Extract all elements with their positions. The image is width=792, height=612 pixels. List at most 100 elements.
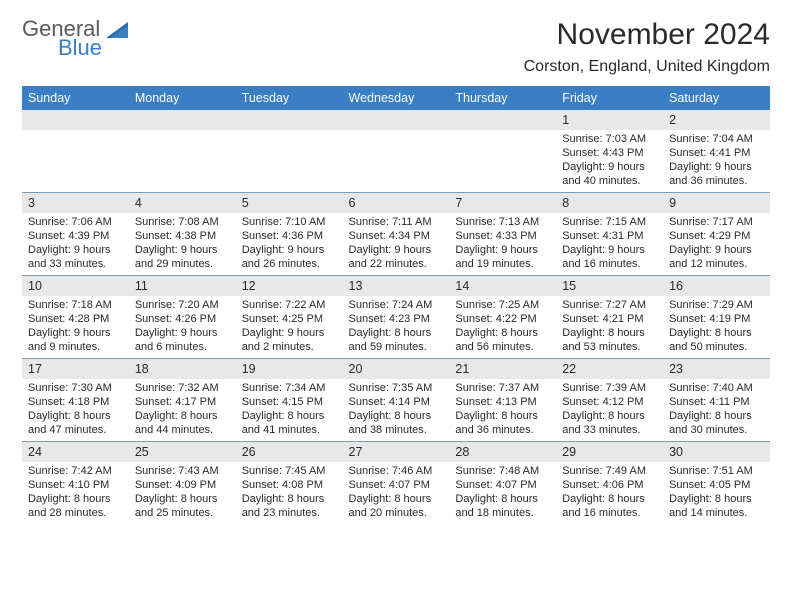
day-number-cell: 13 bbox=[343, 276, 450, 297]
detail-ss: Sunset: 4:12 PM bbox=[562, 395, 657, 409]
detail-d1: Daylight: 9 hours bbox=[135, 326, 230, 340]
daynum-row: 17181920212223 bbox=[22, 359, 770, 380]
detail-d2: and 36 minutes. bbox=[669, 174, 764, 188]
day-detail-cell: Sunrise: 7:18 AMSunset: 4:28 PMDaylight:… bbox=[22, 296, 129, 359]
daynum-row: 10111213141516 bbox=[22, 276, 770, 297]
day-number-cell: 1 bbox=[556, 110, 663, 130]
detail-d2: and 18 minutes. bbox=[455, 506, 550, 520]
detail-sr: Sunrise: 7:51 AM bbox=[669, 464, 764, 478]
col-tuesday: Tuesday bbox=[236, 86, 343, 110]
day-number-cell: 19 bbox=[236, 359, 343, 380]
detail-ss: Sunset: 4:17 PM bbox=[135, 395, 230, 409]
detail-ss: Sunset: 4:10 PM bbox=[28, 478, 123, 492]
col-friday: Friday bbox=[556, 86, 663, 110]
detail-d1: Daylight: 8 hours bbox=[455, 492, 550, 506]
detail-d1: Daylight: 8 hours bbox=[669, 326, 764, 340]
detail-d1: Daylight: 8 hours bbox=[349, 326, 444, 340]
detail-ss: Sunset: 4:07 PM bbox=[349, 478, 444, 492]
detail-d1: Daylight: 8 hours bbox=[28, 492, 123, 506]
detail-d2: and 33 minutes. bbox=[562, 423, 657, 437]
day-detail-cell: Sunrise: 7:46 AMSunset: 4:07 PMDaylight:… bbox=[343, 462, 450, 524]
day-detail-cell: Sunrise: 7:37 AMSunset: 4:13 PMDaylight:… bbox=[449, 379, 556, 442]
detail-d1: Daylight: 9 hours bbox=[562, 243, 657, 257]
detail-ss: Sunset: 4:38 PM bbox=[135, 229, 230, 243]
col-monday: Monday bbox=[129, 86, 236, 110]
day-number-cell bbox=[22, 110, 129, 130]
detail-sr: Sunrise: 7:32 AM bbox=[135, 381, 230, 395]
detail-sr: Sunrise: 7:29 AM bbox=[669, 298, 764, 312]
detail-d2: and 16 minutes. bbox=[562, 506, 657, 520]
detail-ss: Sunset: 4:25 PM bbox=[242, 312, 337, 326]
detail-d2: and 2 minutes. bbox=[242, 340, 337, 354]
detail-d2: and 56 minutes. bbox=[455, 340, 550, 354]
detail-d2: and 20 minutes. bbox=[349, 506, 444, 520]
day-detail-cell: Sunrise: 7:29 AMSunset: 4:19 PMDaylight:… bbox=[663, 296, 770, 359]
detail-sr: Sunrise: 7:48 AM bbox=[455, 464, 550, 478]
detail-ss: Sunset: 4:34 PM bbox=[349, 229, 444, 243]
day-detail-cell bbox=[343, 130, 450, 193]
daynum-row: 12 bbox=[22, 110, 770, 130]
detail-d1: Daylight: 8 hours bbox=[135, 492, 230, 506]
day-number-cell: 15 bbox=[556, 276, 663, 297]
detail-row: Sunrise: 7:30 AMSunset: 4:18 PMDaylight:… bbox=[22, 379, 770, 442]
detail-ss: Sunset: 4:21 PM bbox=[562, 312, 657, 326]
detail-sr: Sunrise: 7:42 AM bbox=[28, 464, 123, 478]
detail-ss: Sunset: 4:07 PM bbox=[455, 478, 550, 492]
day-number-cell: 21 bbox=[449, 359, 556, 380]
detail-ss: Sunset: 4:06 PM bbox=[562, 478, 657, 492]
detail-ss: Sunset: 4:29 PM bbox=[669, 229, 764, 243]
detail-ss: Sunset: 4:13 PM bbox=[455, 395, 550, 409]
detail-d1: Daylight: 8 hours bbox=[349, 409, 444, 423]
detail-d1: Daylight: 9 hours bbox=[242, 243, 337, 257]
detail-d2: and 30 minutes. bbox=[669, 423, 764, 437]
day-number-cell: 12 bbox=[236, 276, 343, 297]
day-detail-cell: Sunrise: 7:10 AMSunset: 4:36 PMDaylight:… bbox=[236, 213, 343, 276]
detail-d2: and 28 minutes. bbox=[28, 506, 123, 520]
detail-d2: and 50 minutes. bbox=[669, 340, 764, 354]
detail-d1: Daylight: 8 hours bbox=[562, 409, 657, 423]
day-number-cell: 27 bbox=[343, 442, 450, 463]
detail-sr: Sunrise: 7:15 AM bbox=[562, 215, 657, 229]
detail-d2: and 16 minutes. bbox=[562, 257, 657, 271]
logo: General Blue bbox=[22, 18, 132, 59]
detail-d2: and 41 minutes. bbox=[242, 423, 337, 437]
day-detail-cell: Sunrise: 7:22 AMSunset: 4:25 PMDaylight:… bbox=[236, 296, 343, 359]
detail-d1: Daylight: 9 hours bbox=[455, 243, 550, 257]
detail-d1: Daylight: 9 hours bbox=[562, 160, 657, 174]
detail-ss: Sunset: 4:33 PM bbox=[455, 229, 550, 243]
day-detail-cell: Sunrise: 7:49 AMSunset: 4:06 PMDaylight:… bbox=[556, 462, 663, 524]
day-detail-cell: Sunrise: 7:45 AMSunset: 4:08 PMDaylight:… bbox=[236, 462, 343, 524]
day-detail-cell: Sunrise: 7:51 AMSunset: 4:05 PMDaylight:… bbox=[663, 462, 770, 524]
day-number-cell: 3 bbox=[22, 193, 129, 214]
detail-sr: Sunrise: 7:46 AM bbox=[349, 464, 444, 478]
detail-d1: Daylight: 9 hours bbox=[349, 243, 444, 257]
detail-sr: Sunrise: 7:20 AM bbox=[135, 298, 230, 312]
detail-sr: Sunrise: 7:03 AM bbox=[562, 132, 657, 146]
detail-sr: Sunrise: 7:39 AM bbox=[562, 381, 657, 395]
location-text: Corston, England, United Kingdom bbox=[524, 58, 770, 76]
day-detail-cell: Sunrise: 7:32 AMSunset: 4:17 PMDaylight:… bbox=[129, 379, 236, 442]
detail-ss: Sunset: 4:31 PM bbox=[562, 229, 657, 243]
logo-triangle-icon bbox=[106, 20, 132, 42]
detail-sr: Sunrise: 7:35 AM bbox=[349, 381, 444, 395]
detail-sr: Sunrise: 7:10 AM bbox=[242, 215, 337, 229]
daynum-row: 3456789 bbox=[22, 193, 770, 214]
detail-sr: Sunrise: 7:40 AM bbox=[669, 381, 764, 395]
col-sunday: Sunday bbox=[22, 86, 129, 110]
detail-d1: Daylight: 8 hours bbox=[28, 409, 123, 423]
day-number-cell: 26 bbox=[236, 442, 343, 463]
col-saturday: Saturday bbox=[663, 86, 770, 110]
day-detail-cell bbox=[236, 130, 343, 193]
day-detail-cell: Sunrise: 7:42 AMSunset: 4:10 PMDaylight:… bbox=[22, 462, 129, 524]
detail-sr: Sunrise: 7:49 AM bbox=[562, 464, 657, 478]
day-number-cell bbox=[449, 110, 556, 130]
detail-sr: Sunrise: 7:25 AM bbox=[455, 298, 550, 312]
detail-ss: Sunset: 4:14 PM bbox=[349, 395, 444, 409]
day-number-cell: 5 bbox=[236, 193, 343, 214]
detail-ss: Sunset: 4:28 PM bbox=[28, 312, 123, 326]
detail-d2: and 12 minutes. bbox=[669, 257, 764, 271]
day-detail-cell: Sunrise: 7:17 AMSunset: 4:29 PMDaylight:… bbox=[663, 213, 770, 276]
day-number-cell bbox=[129, 110, 236, 130]
detail-d1: Daylight: 9 hours bbox=[669, 243, 764, 257]
day-number-cell: 9 bbox=[663, 193, 770, 214]
